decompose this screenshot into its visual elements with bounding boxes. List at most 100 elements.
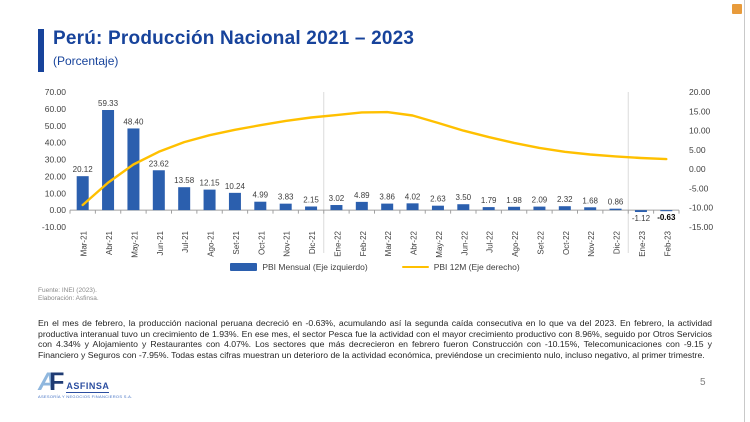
x-axis-label: Abr-21: [105, 230, 114, 255]
pbi-mensual-bar: [152, 170, 165, 211]
bar-value-label: 2.63: [430, 195, 446, 204]
x-axis-label: Ago-21: [207, 230, 216, 256]
x-axis-label: Set-22: [536, 230, 545, 254]
pbi-mensual-bar: [279, 203, 292, 211]
x-axis-label: Jun-21: [156, 230, 165, 255]
bar-value-label: 4.89: [354, 191, 370, 200]
pbi-mensual-bar: [431, 205, 444, 211]
x-axis-label: Nov-21: [283, 230, 292, 256]
x-axis-label: Dic-21: [308, 230, 317, 254]
x-axis-label: Ago-22: [511, 230, 520, 256]
analysis-paragraph: En el mes de febrero, la producción naci…: [38, 318, 712, 361]
bar-value-label: 1.98: [506, 196, 522, 205]
x-axis-label: Ene-22: [333, 230, 342, 256]
pbi-mensual-bar: [558, 206, 571, 211]
bar-value-label: 10.24: [225, 182, 246, 191]
pbi-mensual-bar: [533, 206, 546, 211]
x-axis-label: Oct-22: [562, 230, 571, 255]
pbi-mensual-bar: [355, 201, 368, 211]
bar-value-label: 4.99: [253, 191, 269, 200]
logo-company-name: ASFINSA: [66, 381, 110, 393]
x-axis-label: Ene-23: [638, 230, 647, 256]
x-axis-label: Abr-22: [410, 230, 419, 255]
legend-item-pbi-mensual: PBI Mensual (Eje izquierdo): [230, 262, 368, 272]
source-note: Fuente: INEI (2023). Elaboración: Asfins…: [38, 287, 99, 303]
pbi-mensual-bar: [305, 206, 318, 211]
bar-value-label: 20.12: [73, 165, 94, 174]
slide-right-border: [744, 0, 745, 422]
right-axis-tick-label: 10.00: [689, 126, 711, 136]
chart-legend: PBI Mensual (Eje izquierdo) PBI 12M (Eje…: [0, 262, 750, 272]
right-axis-tick-label: -15.00: [689, 222, 713, 232]
x-axis-label: Dic-22: [613, 230, 622, 254]
x-axis-label: Mar-22: [384, 230, 393, 256]
bar-value-label: 3.86: [379, 193, 395, 202]
pbi-mensual-bar: [381, 203, 394, 211]
x-axis-label: Mar-21: [80, 230, 89, 256]
bar-value-label: 2.32: [557, 195, 573, 204]
right-axis-tick-label: 0.00: [689, 164, 706, 174]
x-axis-label: Oct-21: [257, 230, 266, 255]
pbi-mensual-bar: [102, 110, 115, 211]
bar-value-label: 23.62: [149, 159, 170, 168]
legend-item-pbi-12m: PBI 12M (Eje derecho): [401, 262, 520, 272]
left-axis-tick-label: -10.00: [42, 222, 66, 232]
bar-value-label: 1.68: [582, 196, 598, 205]
pbi-mensual-bar: [609, 208, 622, 211]
left-axis-tick-label: 40.00: [45, 138, 67, 148]
x-axis-label: May-21: [130, 230, 139, 257]
x-axis-label: Feb-23: [663, 230, 672, 256]
pbi-mensual-bar: [178, 187, 191, 211]
bar-value-label: 13.58: [174, 176, 195, 185]
national-production-chart: 70.00 60.00 50.00 40.00 30.00 20.00 10.00 0.00 -…: [42, 87, 713, 258]
x-axis-label: Jul-21: [181, 230, 190, 252]
legend-label-pbi-mensual: PBI Mensual (Eje izquierdo): [262, 262, 368, 272]
x-axis-label: Jul-22: [486, 230, 495, 252]
logo-letter-f: F: [49, 368, 65, 396]
title-accent-bar: [38, 29, 44, 72]
source-line: Fuente: INEI (2023).: [38, 287, 97, 294]
bar-value-label: 3.50: [456, 193, 472, 202]
x-axis-label: Feb-22: [359, 230, 368, 256]
bar-value-label: -1.12: [632, 214, 651, 223]
bar-value-label: 59.33: [98, 99, 119, 108]
slide-accent-square: [732, 4, 742, 14]
bar-value-label: 12.15: [200, 179, 221, 188]
legend-bar-swatch-icon: [230, 263, 258, 271]
pbi-mensual-bar: [508, 206, 521, 211]
logo-letter-a: A: [38, 368, 57, 396]
bar-value-label: 1.79: [481, 196, 497, 205]
x-axis-label: Set-21: [232, 230, 241, 254]
bar-value-label: 48.40: [123, 117, 144, 126]
bar-value-label: 2.15: [303, 195, 319, 204]
pbi-mensual-bar: [127, 128, 140, 211]
slide-page-number: 5: [700, 377, 706, 388]
page-subtitle: (Porcentaje): [53, 54, 119, 68]
x-axis-label: Jun-22: [460, 230, 469, 255]
pbi-mensual-bar: [634, 210, 647, 213]
pbi-12m-line: [81, 110, 668, 207]
left-axis-tick-label: 70.00: [45, 87, 67, 97]
pbi-mensual-bar: [254, 201, 267, 211]
left-axis-tick-label: 20.00: [45, 171, 67, 181]
x-axis-label: Nov-22: [587, 230, 596, 256]
pbi-mensual-bar: [482, 207, 495, 211]
bar-value-label: 3.83: [278, 193, 294, 202]
right-axis-tick-label: -10.00: [689, 203, 713, 213]
pbi-mensual-bar: [330, 205, 343, 211]
pbi-mensual-bar: [457, 204, 470, 211]
elaboration-line: Elaboración: Asfinsa.: [38, 295, 99, 302]
left-axis-tick-label: 0.00: [49, 205, 66, 215]
page-title: Perú: Producción Nacional 2021 – 2023: [53, 28, 415, 49]
pbi-mensual-bar: [203, 189, 216, 211]
right-axis-tick-label: 5.00: [689, 145, 706, 155]
left-axis-tick-label: 60.00: [45, 104, 67, 114]
right-axis-tick-label: 20.00: [689, 87, 711, 97]
left-axis-tick-label: 30.00: [45, 155, 67, 165]
bar-value-label: 3.02: [329, 194, 345, 203]
pbi-mensual-bar: [406, 203, 419, 211]
bar-value-label: 4.02: [405, 192, 421, 201]
pbi-mensual-bar: [584, 207, 597, 211]
